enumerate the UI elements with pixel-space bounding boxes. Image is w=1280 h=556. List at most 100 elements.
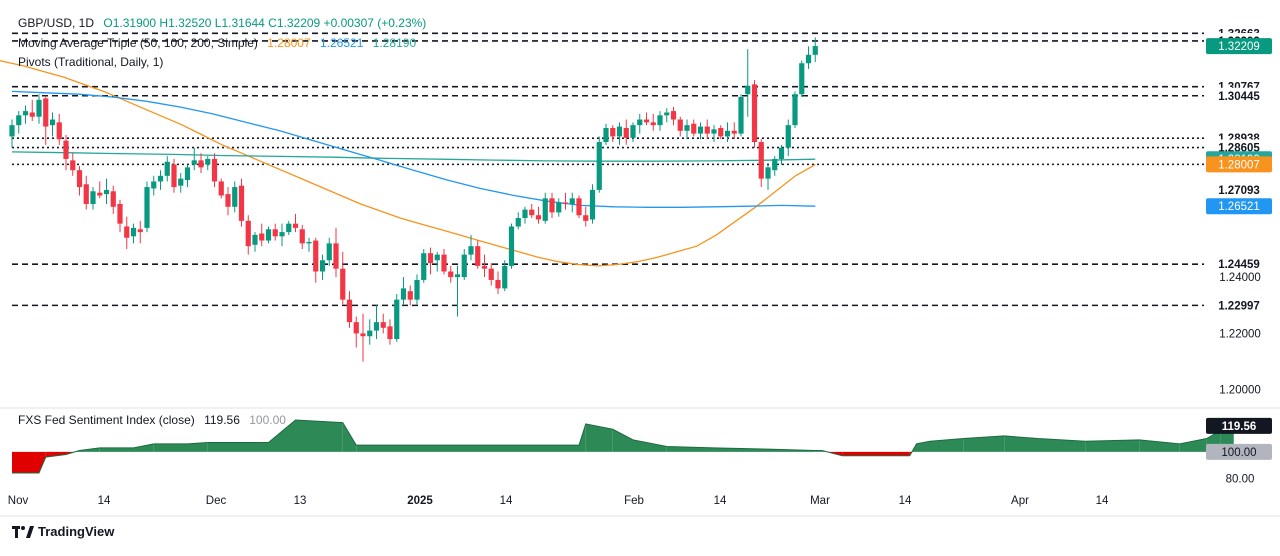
- candle-body: [360, 333, 366, 337]
- candle: [137, 220, 143, 244]
- candle-body: [313, 240, 319, 272]
- candle-body: [704, 126, 710, 134]
- grid: [0, 407, 1280, 517]
- candle-body: [184, 167, 191, 181]
- date-label: 14: [714, 495, 727, 507]
- candle: [583, 206, 589, 227]
- tradingview-icon: [12, 525, 34, 538]
- indicator-legend: FXS Fed Sentiment Index (close) 119.56 1…: [18, 413, 292, 428]
- candle-body: [745, 85, 751, 95]
- price-tag: 1.24459: [1206, 256, 1272, 273]
- candle: [623, 119, 629, 145]
- candle: [502, 260, 508, 292]
- candle-body: [812, 46, 818, 55]
- indicator-reference: 100.00: [249, 413, 286, 427]
- ohlc-values: O1.31900 H1.32520 L1.31644 C1.32209 +0.0…: [103, 16, 427, 30]
- candle: [454, 265, 461, 317]
- candle: [299, 225, 305, 249]
- sentiment-value-label: 119.56: [1222, 421, 1257, 433]
- candle-body: [157, 175, 164, 182]
- candle-body: [292, 223, 299, 228]
- candle: [380, 313, 386, 334]
- candle-body: [387, 326, 393, 340]
- sentiment-line: [12, 419, 1234, 474]
- ma50-value: 1.28007: [267, 36, 311, 50]
- candle-body: [117, 203, 123, 224]
- candle: [340, 251, 346, 306]
- price-tag-bg: [1206, 198, 1272, 215]
- candle-body: [569, 198, 575, 204]
- candle: [529, 203, 535, 219]
- indicator-value: 119.56: [204, 413, 240, 427]
- candle: [488, 263, 494, 286]
- candle: [745, 49, 751, 117]
- candle: [43, 95, 49, 145]
- price-tag-label: 1.30445: [1218, 91, 1260, 103]
- candle-body: [367, 330, 373, 337]
- candle-body: [265, 229, 272, 241]
- sentiment-positive-area: [268, 419, 296, 452]
- candle-body: [758, 142, 764, 179]
- price-tag-bg: [1206, 156, 1272, 173]
- candle: [792, 91, 798, 128]
- candle: [232, 181, 238, 213]
- candle: [394, 294, 400, 342]
- ma100-line: [11, 90, 816, 208]
- candle-body: [691, 123, 697, 134]
- price-tag-label: 1.27093: [1218, 185, 1260, 197]
- price-tag-label: 1.32209: [1218, 41, 1260, 53]
- candle: [556, 198, 562, 217]
- candle-body: [542, 198, 548, 221]
- indicator-title: FXS Fed Sentiment Index (close): [18, 413, 195, 427]
- candle-body: [340, 268, 346, 300]
- candle-body: [353, 322, 359, 334]
- candle: [367, 319, 373, 345]
- candle-body: [603, 127, 609, 143]
- candle-body: [475, 246, 481, 266]
- candle-body: [805, 54, 812, 64]
- price-tag-bg: [1206, 87, 1272, 104]
- date-label: 14: [98, 495, 111, 507]
- candle: [211, 153, 218, 188]
- brand-name: TradingView: [38, 524, 115, 539]
- candle-body: [454, 274, 461, 278]
- sentiment-baseline-label: 100.00: [1221, 447, 1256, 459]
- candle: [704, 119, 710, 140]
- candle: [495, 271, 501, 295]
- candle: [475, 240, 481, 269]
- ma-title: Moving Average Triple (50, 100, 200, Sim…: [18, 36, 258, 50]
- candle: [265, 226, 272, 244]
- candle: [576, 195, 582, 219]
- candle-body: [259, 233, 265, 241]
- candle: [110, 185, 116, 214]
- candle: [434, 251, 440, 272]
- candle-body: [481, 265, 488, 269]
- date-label: Nov: [8, 495, 29, 507]
- candle: [286, 220, 292, 235]
- sentiment-positive-area: [916, 441, 930, 452]
- candle-body: [731, 130, 737, 134]
- candle-body: [643, 119, 650, 123]
- sentiment-positive-area: [579, 423, 586, 452]
- candle: [522, 206, 528, 224]
- candle: [63, 135, 69, 171]
- candle-body: [63, 140, 69, 159]
- candle-body: [137, 229, 143, 233]
- candle-body: [56, 122, 62, 140]
- candle: [481, 254, 488, 278]
- candle: [772, 156, 778, 176]
- candle-body: [43, 98, 49, 127]
- price-tick-label: 1.22000: [1219, 328, 1261, 340]
- price-tag-bg: [1206, 297, 1272, 314]
- candle: [643, 112, 650, 126]
- candle: [353, 316, 359, 348]
- candle-body: [562, 202, 569, 204]
- candle: [333, 227, 339, 278]
- candle-body: [272, 229, 278, 237]
- candle-body: [306, 241, 312, 244]
- candle-body: [724, 130, 731, 137]
- candle: [225, 187, 231, 216]
- sentiment-positive-area: [585, 423, 613, 452]
